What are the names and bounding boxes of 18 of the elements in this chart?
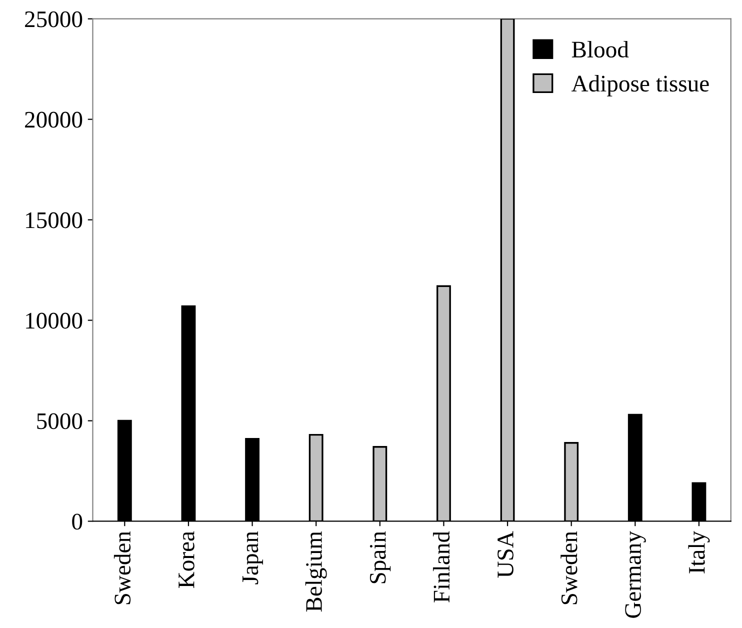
legend-label: Adipose tissue (571, 75, 709, 96)
x-tick-label: Sweden (560, 531, 578, 604)
x-tick-label: USA (498, 531, 514, 578)
y-tick-label: 0 (72, 514, 82, 530)
x-tick-label: Japan (242, 531, 263, 584)
x-tick-label: Sweden (114, 531, 131, 604)
x-tick-label: Spain (370, 531, 391, 584)
y-tick-label: 5000 (37, 413, 82, 430)
y-tick-label: 15000 (26, 212, 82, 228)
x-tick-label: Finland (433, 531, 450, 602)
x-tick-label: Korea (178, 531, 194, 588)
y-tick-label: 25000 (25, 11, 82, 28)
y-tick-label: 20000 (25, 112, 82, 128)
y-tick-label: 10000 (26, 312, 82, 329)
x-tick-label: Italy (688, 531, 710, 574)
x-tick-label: Germany (625, 531, 646, 618)
x-tick-label: Belgium (305, 531, 327, 612)
legend-label: Blood (572, 40, 629, 58)
